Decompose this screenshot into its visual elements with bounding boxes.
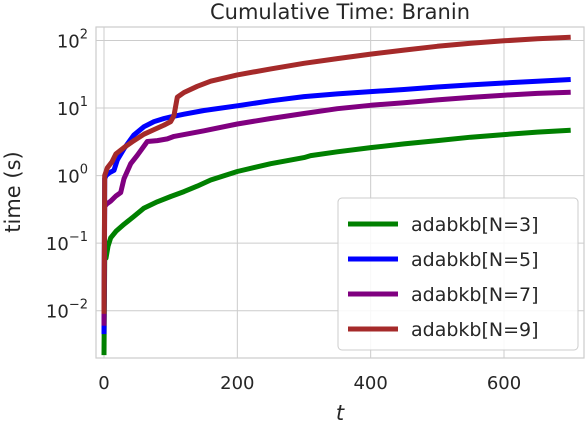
series-line-adabkb[N=5] (101, 77, 571, 335)
x-tick-label: 0 (98, 373, 109, 394)
x-tick-label: 400 (353, 373, 387, 394)
y-tick-label: 102 (57, 28, 88, 53)
y-tick-label: 100 (57, 163, 88, 188)
x-tick-label: 600 (487, 373, 521, 394)
legend-label: adabkb[N=9] (411, 319, 539, 341)
legend: adabkb[N=3] adabkb[N=5] adabkb[N=7] adabkb[… (337, 197, 579, 351)
legend-label: adabkb[N=5] (411, 249, 539, 271)
x-tick-label: 200 (220, 373, 254, 394)
series-line-adabkb[N=7] (101, 89, 571, 326)
legend-label: adabkb[N=7] (411, 284, 539, 306)
y-tick-label: 10−2 (46, 298, 88, 323)
series-lines (101, 34, 571, 356)
legend-box (337, 197, 579, 351)
y-tick-label: 101 (57, 95, 88, 120)
y-tick-labels: 10−2 10−1 100 101 102 (46, 28, 88, 323)
x-axis-label: t (336, 401, 345, 425)
plot-frame (95, 26, 585, 359)
y-tick-label: 10−1 (46, 230, 88, 255)
y-axis-label: time (s) (1, 151, 25, 232)
series-line-adabkb[N=9] (101, 34, 571, 314)
series-line-adabkb[N=3] (101, 127, 571, 356)
chart-title: Cumulative Time: Branin (210, 0, 470, 24)
x-tick-labels: 0 200 400 600 (98, 373, 521, 394)
legend-label: adabkb[N=3] (411, 214, 539, 236)
